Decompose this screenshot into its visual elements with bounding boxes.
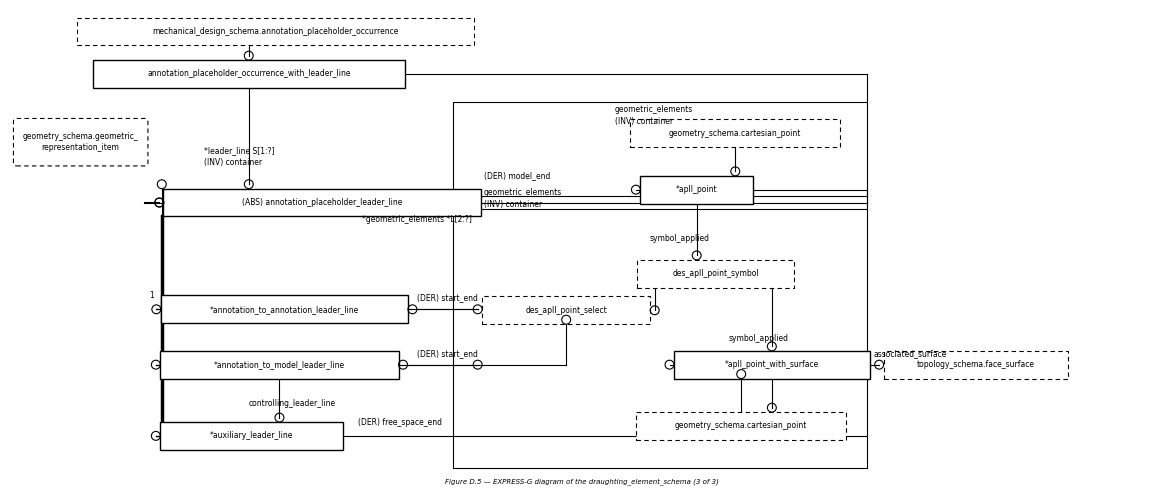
Text: (DER) free_space_end: (DER) free_space_end bbox=[358, 418, 442, 427]
Bar bbox=[675, 351, 870, 378]
Text: geometry_schema.geometric_
representation_item: geometry_schema.geometric_ representatio… bbox=[23, 132, 139, 152]
Bar bbox=[637, 260, 795, 288]
Text: geometric_elements: geometric_elements bbox=[485, 188, 563, 197]
Bar bbox=[636, 412, 846, 440]
Text: geometry_schema.cartesian_point: geometry_schema.cartesian_point bbox=[675, 422, 807, 431]
Text: *annotation_to_annotation_leader_line: *annotation_to_annotation_leader_line bbox=[210, 305, 359, 314]
Text: (DER) start_end: (DER) start_end bbox=[417, 293, 478, 302]
Bar bbox=[93, 60, 404, 88]
Text: associated_surface: associated_surface bbox=[874, 349, 947, 358]
Bar bbox=[161, 351, 398, 378]
Text: (ABS) annotation_placeholder_leader_line: (ABS) annotation_placeholder_leader_line bbox=[242, 198, 402, 207]
Bar bbox=[161, 422, 344, 450]
Text: *apll_point: *apll_point bbox=[676, 185, 718, 194]
Text: mechanical_design_schema.annotation_placeholder_occurrence: mechanical_design_schema.annotation_plac… bbox=[153, 27, 398, 36]
Text: des_apll_point_select: des_apll_point_select bbox=[525, 306, 607, 315]
FancyBboxPatch shape bbox=[14, 119, 148, 166]
Text: (DER) start_end: (DER) start_end bbox=[417, 349, 478, 358]
Bar bbox=[163, 188, 481, 216]
Bar bbox=[630, 120, 840, 147]
Text: topology_schema.face_surface: topology_schema.face_surface bbox=[917, 360, 1035, 369]
Text: symbol_applied: symbol_applied bbox=[649, 234, 709, 243]
Bar bbox=[883, 351, 1067, 378]
Text: (INV) container: (INV) container bbox=[204, 158, 262, 168]
Text: (DER) model_end: (DER) model_end bbox=[485, 171, 551, 181]
Bar bbox=[482, 297, 650, 324]
Text: *annotation_to_model_leader_line: *annotation_to_model_leader_line bbox=[214, 360, 345, 369]
Text: annotation_placeholder_occurrence_with_leader_line: annotation_placeholder_occurrence_with_l… bbox=[147, 69, 351, 78]
Text: (INV) container: (INV) container bbox=[485, 200, 542, 209]
Text: 1: 1 bbox=[149, 291, 154, 300]
Bar bbox=[641, 176, 753, 203]
Text: symbol_applied: symbol_applied bbox=[728, 334, 789, 343]
Text: *apll_point_with_surface: *apll_point_with_surface bbox=[725, 360, 819, 369]
Text: *leader_line S[1:?]: *leader_line S[1:?] bbox=[204, 147, 275, 156]
Text: *auxiliary_leader_line: *auxiliary_leader_line bbox=[210, 432, 294, 440]
Bar bbox=[453, 102, 867, 468]
Bar bbox=[161, 296, 408, 323]
Text: geometric_elements: geometric_elements bbox=[615, 105, 693, 114]
Bar bbox=[77, 18, 474, 45]
Text: Figure D.5 — EXPRESS-G diagram of the draughting_element_schema (3 of 3): Figure D.5 — EXPRESS-G diagram of the dr… bbox=[445, 478, 719, 485]
Text: controlling_leader_line: controlling_leader_line bbox=[249, 399, 336, 408]
Text: geometry_schema.cartesian_point: geometry_schema.cartesian_point bbox=[669, 129, 802, 138]
Text: (INV) container: (INV) container bbox=[615, 117, 672, 126]
Text: *geometric_elements *L[2:?]: *geometric_elements *L[2:?] bbox=[362, 215, 472, 224]
Text: des_apll_point_symbol: des_apll_point_symbol bbox=[672, 269, 758, 278]
